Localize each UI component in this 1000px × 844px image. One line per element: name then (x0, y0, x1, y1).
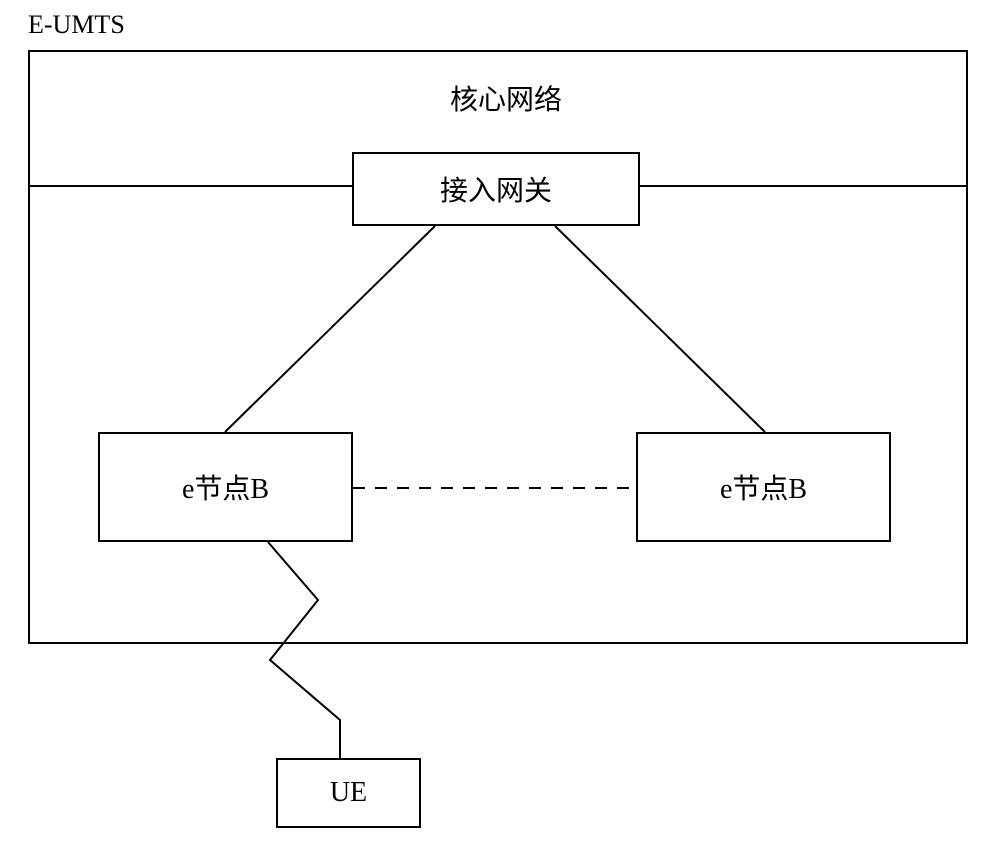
ue-node: UE (276, 758, 421, 828)
access-gateway-node: 接入网关 (352, 152, 640, 226)
access-gateway-label: 接入网关 (440, 169, 552, 209)
edge-gateway-to-enodeb-left (225, 226, 435, 432)
enodeb-left-node: e节点B (98, 432, 353, 542)
edge-gateway-to-enodeb-right (555, 226, 765, 432)
edge-enodeb-left-to-ue (268, 542, 340, 758)
diagram-canvas: E-UMTS 核心网络 接入网关 e节点B e节点B UE (0, 0, 1000, 844)
enodeb-left-label: e节点B (182, 467, 269, 507)
enodeb-right-label: e节点B (720, 467, 807, 507)
enodeb-right-node: e节点B (636, 432, 891, 542)
core-network-label: 核心网络 (450, 78, 562, 118)
edges-layer (0, 0, 1000, 844)
ue-label: UE (330, 777, 367, 809)
